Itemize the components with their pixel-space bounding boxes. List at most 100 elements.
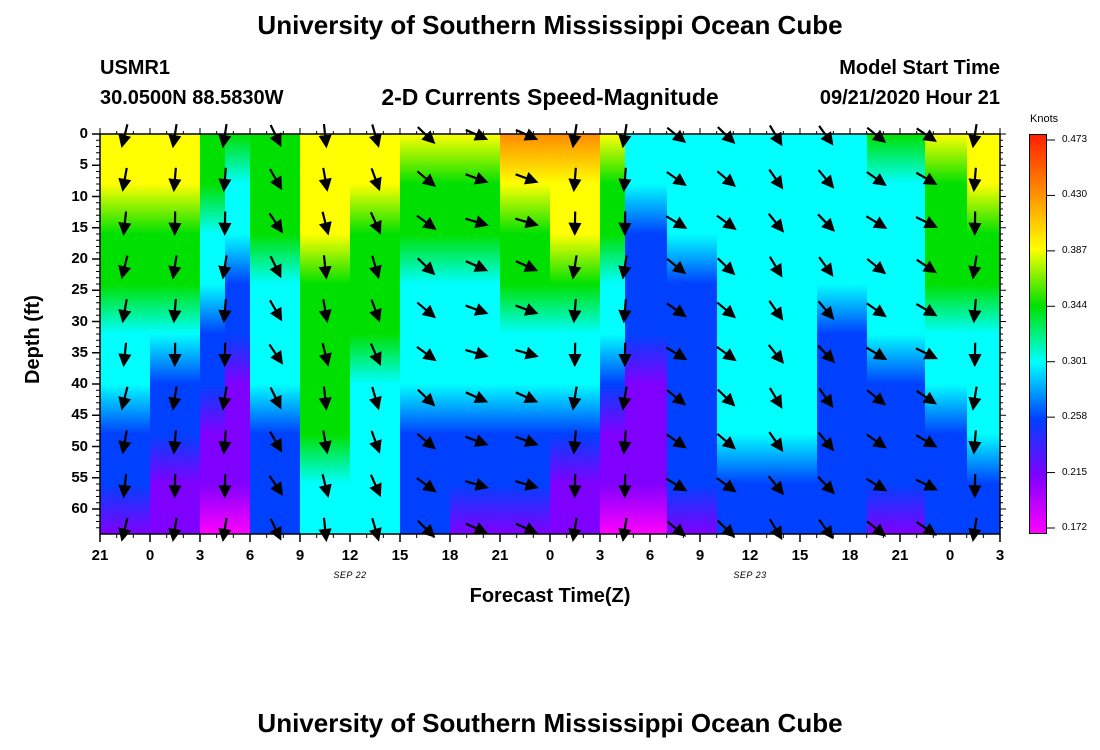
current-vector (218, 430, 232, 455)
current-vector (218, 123, 232, 149)
current-vector (416, 301, 437, 319)
current-vector (568, 430, 582, 455)
current-vector (218, 167, 232, 193)
heatmap-column (250, 134, 301, 534)
current-vector (269, 387, 282, 410)
heatmap-column (925, 134, 968, 534)
current-vector (915, 171, 938, 185)
current-vector (818, 519, 834, 540)
current-vector (515, 477, 539, 491)
current-vector (666, 258, 687, 275)
station-location: 30.0500N 88.5830W (100, 87, 284, 109)
colorbar-unit: Knots (1030, 113, 1059, 125)
current-vector (368, 255, 382, 280)
current-vector (318, 386, 332, 411)
current-vector (465, 259, 489, 272)
current-vector (268, 475, 284, 496)
heatmap-column (450, 134, 501, 534)
current-vector (916, 258, 937, 274)
current-vector (465, 128, 489, 141)
colorbar-tick-label: 0.430 (1062, 189, 1088, 201)
y-tick-label: 40 (71, 375, 88, 392)
current-vector (515, 346, 539, 360)
current-vector (118, 517, 132, 542)
current-vector (318, 255, 332, 280)
current-vector (818, 387, 834, 409)
y-tick-label: 55 (71, 468, 88, 486)
x-tick-label: 21 (491, 547, 509, 564)
current-vector (318, 167, 332, 192)
current-vector (369, 299, 382, 323)
current-vector (665, 477, 688, 492)
current-vector (568, 167, 582, 193)
heatmap-column (866, 134, 926, 534)
x-tick-label: 0 (945, 547, 955, 564)
current-vector (968, 430, 982, 455)
x-tick-label: 12 (341, 547, 359, 564)
current-vector (768, 518, 783, 541)
current-vector (515, 390, 539, 404)
heatmap-column (550, 134, 601, 534)
x-tick-label: 0 (545, 547, 555, 564)
current-vector (618, 430, 632, 455)
current-vector (168, 386, 182, 411)
current-vector (318, 123, 332, 149)
current-vector (168, 430, 182, 455)
current-vector (465, 522, 489, 535)
current-vector (515, 171, 539, 185)
current-vector (716, 345, 737, 362)
current-vector (767, 344, 785, 364)
current-vector (515, 434, 539, 447)
current-vector (618, 255, 632, 280)
current-vector (968, 255, 982, 280)
current-vector (768, 124, 783, 147)
current-vector (416, 170, 437, 188)
current-vector (866, 520, 887, 537)
current-vector (465, 434, 489, 447)
current-vector (369, 430, 382, 454)
heatmap-plot-area (100, 134, 1000, 534)
x-tick-label: 6 (245, 547, 255, 564)
y-tick-label: 15 (71, 218, 88, 236)
current-vector (465, 346, 489, 360)
x-tick-label: 9 (695, 547, 705, 564)
current-vector (515, 215, 539, 229)
current-vector (318, 474, 332, 498)
x-tick-label: 15 (391, 547, 409, 564)
current-vector (568, 298, 582, 324)
current-vector (318, 342, 332, 367)
station-id: USMR1 (100, 57, 171, 79)
current-vector (817, 431, 835, 452)
current-vector (618, 167, 632, 193)
heatmap-column (716, 134, 768, 534)
current-vector (666, 302, 687, 318)
current-vector (768, 300, 784, 321)
current-vector (865, 215, 888, 229)
current-vector (817, 300, 835, 321)
current-vector (218, 255, 232, 280)
current-vector (318, 298, 332, 324)
current-vector (865, 346, 888, 361)
heatmap-column (666, 134, 718, 534)
current-vector (218, 517, 232, 542)
colorbar-tick-label: 0.301 (1062, 355, 1088, 367)
current-vector (817, 213, 836, 232)
y-tick-label: 60 (71, 500, 88, 517)
current-vector (767, 475, 785, 496)
heatmap-column (600, 134, 626, 534)
current-vector (666, 520, 687, 537)
y-tick-label: 50 (71, 437, 88, 455)
current-vector (865, 477, 888, 492)
current-vector (118, 473, 132, 499)
current-vector (318, 517, 332, 543)
current-vector (369, 343, 382, 366)
heatmap-column (100, 134, 151, 534)
current-vector (417, 520, 436, 538)
heatmap-column (300, 134, 351, 534)
current-vector (768, 256, 783, 278)
current-vector (768, 168, 784, 190)
current-vector (665, 346, 688, 361)
current-vector (866, 258, 887, 275)
current-vector (118, 430, 132, 455)
heatmap-column (625, 134, 668, 534)
